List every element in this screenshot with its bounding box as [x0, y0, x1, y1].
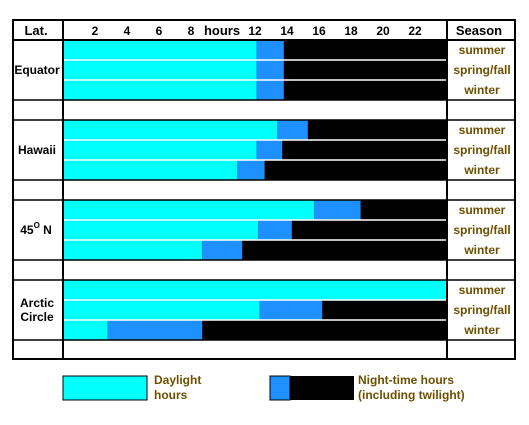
daylight-bar	[63, 60, 257, 80]
x-tick-label: 12	[248, 24, 262, 38]
season-label: summer	[459, 283, 506, 297]
daylight-bar	[63, 120, 278, 140]
twilight-bar	[277, 120, 308, 140]
x-tick-label: 8	[188, 24, 195, 38]
legend: Daylight hours Night-time hours (includi…	[62, 373, 465, 402]
latitude-label: 45O N	[20, 221, 52, 237]
daylight-bar	[63, 300, 260, 320]
season-label: winter	[463, 83, 500, 97]
latitude-label: Arctic	[20, 296, 54, 310]
season-label: spring/fall	[453, 223, 510, 237]
season-label: summer	[459, 123, 506, 137]
twilight-bar	[314, 200, 361, 220]
bars-layer	[63, 40, 447, 340]
legend-night-line1: Night-time hours	[358, 373, 454, 387]
twilight-bar	[258, 220, 292, 240]
daylight-bar	[63, 160, 238, 180]
twilight-bar	[259, 300, 323, 320]
x-tick-label: 20	[376, 24, 390, 38]
twilight-bar	[237, 160, 265, 180]
hours-header: hours	[204, 23, 240, 38]
daylight-bar	[63, 140, 257, 160]
season-label: spring/fall	[453, 143, 510, 157]
legend-night-swatch	[290, 376, 354, 400]
latitude-label: Circle	[20, 310, 54, 324]
tick-labels: 2 4 6 8 12 14 16 18 20 22	[92, 24, 422, 38]
x-tick-label: 16	[312, 24, 326, 38]
x-tick-label: 6	[156, 24, 163, 38]
twilight-bar	[107, 320, 203, 340]
lat-header: Lat.	[24, 23, 47, 38]
twilight-bar	[256, 80, 284, 100]
table-grid	[12, 19, 516, 360]
x-tick-label: 22	[408, 24, 422, 38]
latitude-label: Equator	[14, 63, 60, 77]
season-label: spring/fall	[453, 303, 510, 317]
x-tick-label: 18	[344, 24, 358, 38]
row-labels: summer spring/fall winter Equator summer spri…	[14, 43, 510, 337]
latitude-label: Hawaii	[18, 143, 56, 157]
daylight-bar	[63, 280, 447, 300]
twilight-bar	[256, 40, 284, 60]
season-label: winter	[463, 243, 500, 257]
twilight-bar	[202, 240, 243, 260]
x-tick-label: 2	[92, 24, 99, 38]
legend-daylight-line2: hours	[154, 388, 188, 402]
season-label: winter	[463, 163, 500, 177]
season-header: Season	[456, 23, 502, 38]
season-label: winter	[463, 323, 500, 337]
x-tick-label: 14	[280, 24, 294, 38]
twilight-bar	[256, 140, 283, 160]
season-label: summer	[459, 203, 506, 217]
daylight-bar	[63, 240, 203, 260]
season-label: spring/fall	[453, 63, 510, 77]
daylight-bar	[63, 40, 257, 60]
daylight-bar	[63, 320, 108, 340]
legend-daylight-swatch	[62, 375, 148, 401]
daylight-bar	[63, 80, 257, 100]
legend-twilight-swatch	[269, 375, 291, 401]
daylight-bar	[63, 200, 315, 220]
season-label: summer	[459, 43, 506, 57]
twilight-bar	[256, 60, 284, 80]
table-frame	[12, 19, 516, 360]
x-tick-label: 4	[124, 24, 131, 38]
legend-daylight-line1: Daylight	[154, 373, 201, 387]
daylight-bar	[63, 220, 259, 240]
legend-night-line2: (including twilight)	[358, 388, 465, 402]
